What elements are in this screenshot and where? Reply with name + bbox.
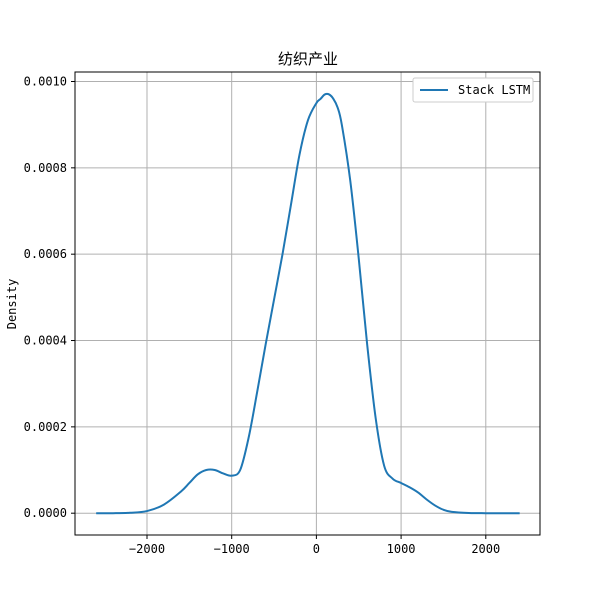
y-tick-label: 0.0002	[24, 420, 67, 434]
x-tick-label: 2000	[471, 542, 500, 556]
legend-entry-stack-lstm: Stack LSTM	[458, 83, 530, 97]
ticks: −2000 −1000 0 1000 2000 0.0000 0.0002 0.0004 0.0…	[24, 74, 501, 556]
chart-title: 纺织产业	[278, 50, 338, 68]
plot-frame	[74, 71, 541, 536]
x-tick-label: 1000	[387, 542, 416, 556]
series-layer	[96, 92, 520, 515]
legend-box	[412, 77, 534, 103]
y-axis-label: Density	[5, 279, 19, 330]
y-tick-label: 0.0004	[24, 334, 67, 348]
legend: Stack LSTM	[412, 77, 534, 103]
x-tick-label: 0	[313, 542, 320, 556]
y-tick-label: 0.0010	[24, 74, 67, 88]
x-tick-label: −2000	[129, 542, 165, 556]
y-tick-label: 0.0008	[24, 161, 67, 175]
y-tick-label: 0.0006	[24, 247, 67, 261]
y-tick-label: 0.0000	[24, 506, 67, 520]
grid	[75, 72, 540, 535]
x-tick-label: −1000	[214, 542, 250, 556]
series-line-stack-lstm	[96, 92, 520, 515]
